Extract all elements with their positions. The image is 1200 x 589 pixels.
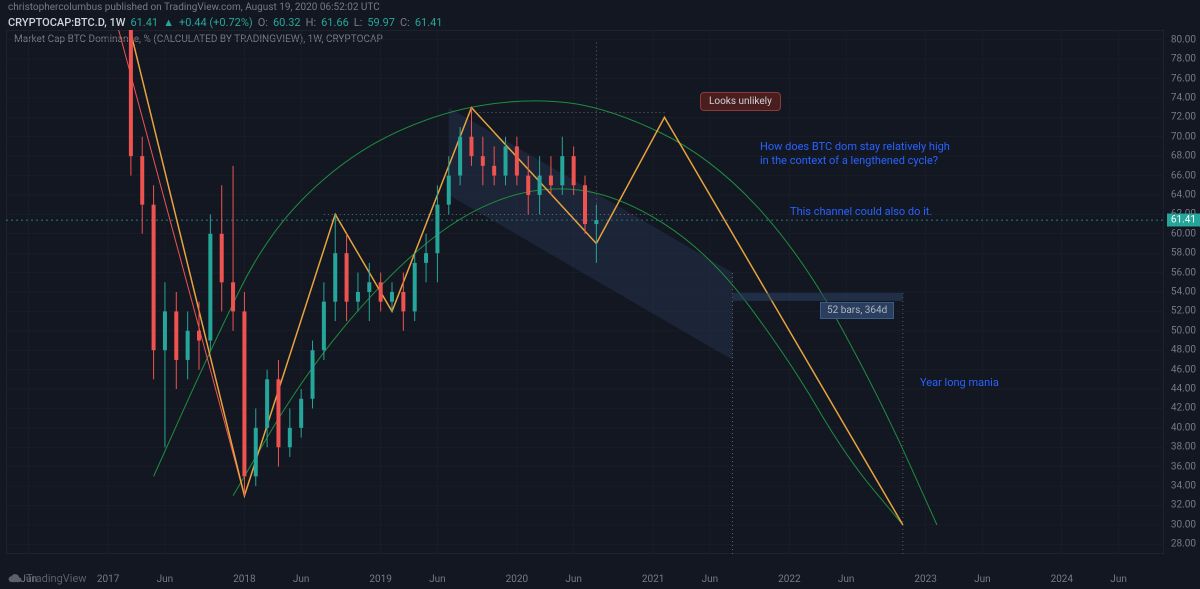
y-tick: 28.00	[1171, 539, 1196, 550]
last-price: 61.41	[130, 16, 158, 29]
y-tick: 70.00	[1171, 131, 1196, 142]
measure-band-label: 52 bars, 364d	[820, 302, 894, 319]
author: christophercolumbus	[8, 2, 102, 13]
pub-text: published on TradingView.com, August 19,…	[105, 2, 380, 13]
ticker-line: CRYPTOCAP:BTC.D, 1W 61.41 ▲ +0.44 (+0.72…	[8, 16, 442, 29]
price-tag: 61.41	[1167, 214, 1200, 227]
x-tick: 2022	[778, 574, 800, 585]
y-tick: 38.00	[1171, 442, 1196, 453]
x-tick: Jun	[702, 574, 719, 585]
x-tick: Jun	[429, 574, 446, 585]
x-axis: Jun 2017 Jun 2018 Jun 2019 Jun 2020 Jun 2021 Jun 20…	[6, 569, 1164, 589]
y-tick: 32.00	[1171, 500, 1196, 511]
x-tick: 2023	[914, 574, 936, 585]
y-tick: 30.00	[1171, 519, 1196, 530]
annotation-question: How does BTC dom stay relatively high in…	[760, 140, 950, 169]
y-tick: 58.00	[1171, 248, 1196, 259]
x-tick: Jun	[157, 574, 174, 585]
x-tick: 2018	[233, 574, 255, 585]
x-tick: 2024	[1051, 574, 1073, 585]
y-tick: 56.00	[1171, 267, 1196, 278]
y-tick: 48.00	[1171, 345, 1196, 356]
x-tick: Jun	[974, 574, 991, 585]
up-arrow-icon: ▲	[163, 16, 174, 29]
y-tick: 60.00	[1171, 228, 1196, 239]
y-tick: 66.00	[1171, 170, 1196, 181]
x-tick: 2021	[642, 574, 664, 585]
y-tick: 50.00	[1171, 325, 1196, 336]
y-tick: 80.00	[1171, 34, 1196, 45]
x-tick: 2020	[506, 574, 528, 585]
x-tick: Jun	[1110, 574, 1127, 585]
y-tick: 34.00	[1171, 481, 1196, 492]
y-tick: 74.00	[1171, 92, 1196, 103]
chart-header: christophercolumbus published on Trading…	[8, 2, 380, 13]
x-tick: Jun	[565, 574, 582, 585]
y-tick: 52.00	[1171, 306, 1196, 317]
y-tick: 54.00	[1171, 287, 1196, 298]
x-tick: 2017	[97, 574, 119, 585]
y-tick: 68.00	[1171, 151, 1196, 162]
y-axis: 28.00 30.00 32.00 34.00 36.00 38.00 40.00 42.00…	[1164, 30, 1200, 554]
y-tick: 36.00	[1171, 461, 1196, 472]
y-tick: 72.00	[1171, 112, 1196, 123]
y-tick: 64.00	[1171, 189, 1196, 200]
y-tick: 44.00	[1171, 384, 1196, 395]
change: +0.44 (+0.72%)	[179, 16, 253, 29]
chart-canvas[interactable]	[6, 30, 1164, 554]
y-tick: 46.00	[1171, 364, 1196, 375]
callout-unlikely: Looks unlikely	[700, 92, 781, 111]
x-tick: Jun	[293, 574, 310, 585]
y-tick: 78.00	[1171, 54, 1196, 65]
tradingview-watermark: TradingView	[8, 571, 87, 585]
annotation-channel: This channel could also do it.	[790, 205, 932, 219]
x-tick: 2019	[369, 574, 391, 585]
annotation-mania: Year long mania	[920, 376, 999, 390]
y-tick: 40.00	[1171, 422, 1196, 433]
cloud-icon	[8, 571, 22, 585]
symbol: CRYPTOCAP:BTC.D, 1W	[8, 16, 125, 29]
y-tick: 76.00	[1171, 73, 1196, 84]
x-tick: Jun	[838, 574, 855, 585]
y-tick: 42.00	[1171, 403, 1196, 414]
